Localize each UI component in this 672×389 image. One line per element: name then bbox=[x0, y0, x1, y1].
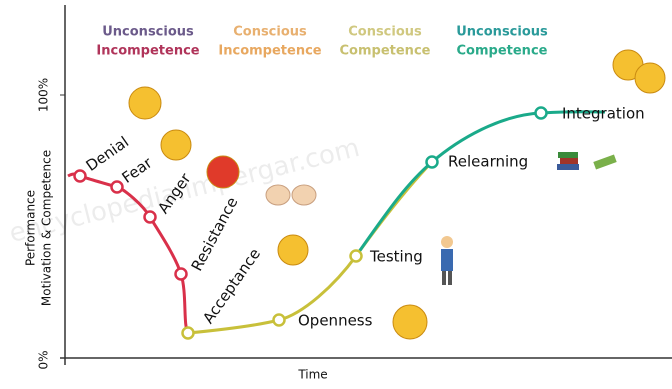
stage-point bbox=[272, 313, 286, 327]
phase-title: Competence bbox=[457, 44, 548, 59]
stage-point bbox=[143, 210, 157, 224]
stage-point bbox=[174, 267, 188, 281]
books-icon bbox=[557, 152, 617, 170]
person-icon bbox=[441, 236, 453, 285]
x-axis-title: Time bbox=[297, 368, 327, 382]
phase-title: Conscious bbox=[233, 25, 307, 40]
y-axis-title: Performance bbox=[24, 190, 38, 266]
phase-title: Unconscious bbox=[456, 25, 548, 40]
curve bbox=[187, 160, 434, 335]
stage-point bbox=[73, 169, 87, 183]
stage-point bbox=[181, 326, 195, 340]
hands-icon bbox=[265, 184, 317, 206]
stage-point bbox=[425, 155, 439, 169]
stage-point bbox=[534, 106, 548, 120]
stage-label: Fear bbox=[119, 153, 157, 187]
phase-title: Incompetence bbox=[96, 44, 199, 59]
stage-label: Relearning bbox=[448, 153, 528, 171]
y-axis-title: Motivation & Competence bbox=[40, 150, 54, 306]
phase-title: Unconscious bbox=[102, 25, 194, 40]
stage-label: Resistance bbox=[188, 194, 242, 274]
stage-label: Testing bbox=[369, 248, 423, 266]
stage-point bbox=[110, 180, 124, 194]
stage-label: Openness bbox=[298, 312, 373, 330]
y-bottom-label: 0% bbox=[37, 350, 51, 369]
phase-title: Incompetence bbox=[218, 44, 321, 59]
y-top-label: 100% bbox=[37, 78, 51, 112]
phase-title: Conscious bbox=[348, 25, 422, 40]
stage-label: Integration bbox=[562, 105, 645, 123]
curve bbox=[354, 110, 606, 257]
phase-title: Competence bbox=[340, 44, 431, 59]
stage-point bbox=[349, 249, 363, 263]
emoji bbox=[128, 49, 666, 340]
